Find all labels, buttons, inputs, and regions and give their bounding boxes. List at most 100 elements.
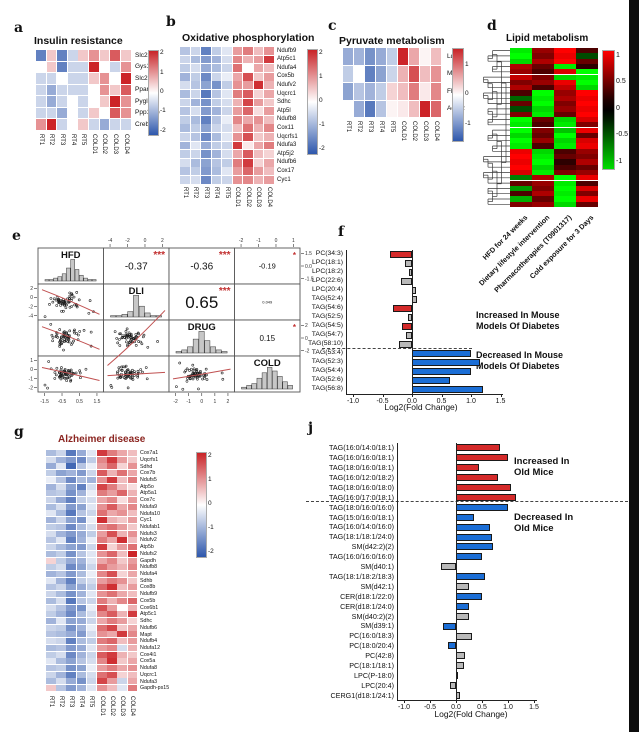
scatter-point bbox=[63, 337, 66, 341]
bar-label: TAG(16:0/14:0/16:0) bbox=[329, 522, 394, 532]
colorbar-tick-label: 0 bbox=[319, 97, 323, 105]
pairs-text: 2 bbox=[305, 323, 308, 329]
histogram-bar bbox=[127, 311, 134, 318]
bar bbox=[456, 612, 469, 620]
heatmap-cell bbox=[46, 631, 56, 638]
scatter-point bbox=[125, 334, 128, 337]
heatmap-cell bbox=[46, 597, 56, 604]
heatmap-cell bbox=[127, 665, 138, 672]
heatmap-cell bbox=[46, 61, 57, 73]
pairs-text: 2 bbox=[161, 238, 164, 244]
heatmap-cell bbox=[232, 158, 243, 167]
heatmap-cell bbox=[56, 671, 66, 678]
pairs-text: -0.37 bbox=[125, 262, 148, 273]
heatmap-row-label: Ndufa4 bbox=[140, 571, 158, 578]
heatmap-cell bbox=[576, 169, 598, 176]
separator-dashed-line bbox=[322, 348, 472, 349]
heatmap-cell bbox=[510, 185, 532, 192]
heatmap-cell bbox=[76, 678, 87, 685]
heatmap-cell bbox=[431, 65, 442, 83]
heatmap-cell bbox=[56, 611, 66, 618]
bar-label: TAG(16:0/16:0/16:0) bbox=[329, 552, 394, 562]
heatmap-cell bbox=[554, 116, 576, 123]
bar-label: PC(18:0/20:4) bbox=[349, 641, 394, 651]
heatmap-row-label: Ndufa4 bbox=[277, 64, 297, 71]
heatmap-cell bbox=[554, 53, 576, 59]
scatter-point bbox=[49, 297, 53, 300]
histogram-bar bbox=[175, 351, 182, 354]
heatmap-cell bbox=[532, 154, 554, 160]
heatmap-cell bbox=[532, 74, 554, 80]
heatmap-cell bbox=[510, 48, 532, 54]
bar bbox=[456, 513, 475, 521]
heatmap-cell bbox=[264, 64, 274, 72]
bar bbox=[456, 503, 508, 511]
heatmap-cell bbox=[117, 544, 127, 551]
heatmap-cell bbox=[127, 483, 138, 490]
heatmap-cell bbox=[107, 591, 117, 598]
heatmap-cell bbox=[510, 132, 532, 139]
heatmap-col-label: COLD3 bbox=[119, 696, 125, 717]
heatmap-col-label: RT5 bbox=[389, 121, 395, 133]
heatmap-cell bbox=[36, 61, 46, 73]
heatmap-cell bbox=[46, 671, 56, 678]
heatmap-row-label: Cox17 bbox=[277, 167, 295, 174]
heatmap-row-label: Ndufv2 bbox=[277, 81, 297, 88]
heatmap-cell bbox=[97, 456, 107, 463]
scatter-point bbox=[191, 372, 194, 375]
heatmap-row-label: Ppara bbox=[135, 86, 153, 94]
bar-label: TAG(54:4) bbox=[311, 367, 343, 375]
heatmap-cell bbox=[211, 55, 222, 64]
heatmap-col-label: COLD2 bbox=[101, 134, 108, 155]
heatmap-row-label: Ndufs5 bbox=[140, 476, 157, 483]
bar-label: TAG(54:6) bbox=[311, 304, 343, 312]
heatmap-cell bbox=[89, 107, 99, 119]
zero-line bbox=[456, 443, 457, 701]
heatmap-cell bbox=[107, 517, 117, 524]
heatmap-cell bbox=[86, 591, 97, 598]
heatmap-cell bbox=[97, 591, 107, 598]
heatmap-col-label: RT1 bbox=[37, 134, 44, 146]
heatmap-cell bbox=[57, 119, 67, 130]
heatmap-cell bbox=[532, 159, 554, 165]
scatter-point bbox=[68, 291, 72, 295]
scatter-point bbox=[134, 344, 138, 347]
heatmap-cell bbox=[243, 98, 253, 107]
pairs-text: *** bbox=[219, 250, 231, 261]
heatmap-row-label: Slc2a4 bbox=[135, 51, 155, 59]
heatmap-cell bbox=[127, 503, 138, 510]
scatter-point bbox=[190, 367, 193, 371]
bar-label: TAG(56:8) bbox=[311, 385, 343, 393]
heatmap-cell bbox=[66, 577, 76, 584]
histogram-bar bbox=[138, 305, 145, 318]
heatmap-cell bbox=[211, 115, 222, 124]
heatmap-cell bbox=[222, 98, 232, 107]
heatmap-cell bbox=[57, 61, 67, 73]
heatmap-cell bbox=[576, 58, 598, 64]
heatmap-cell bbox=[510, 116, 532, 123]
scatter-point bbox=[128, 376, 132, 380]
heatmap-cell bbox=[576, 63, 598, 70]
scatter-point bbox=[73, 303, 76, 307]
heatmap-cell bbox=[127, 463, 138, 470]
heatmap-cell bbox=[97, 550, 107, 557]
scatter-point bbox=[73, 328, 76, 332]
bar bbox=[456, 444, 501, 452]
heatmap-cell bbox=[127, 497, 138, 504]
heatmap-cell bbox=[110, 84, 120, 96]
scatter-point bbox=[63, 330, 66, 334]
heatmap-row-label: Atp5a1 bbox=[140, 490, 157, 497]
heatmap-cell bbox=[46, 618, 56, 625]
heatmap-cell bbox=[232, 115, 243, 124]
colorbar-tick-label: 1 bbox=[465, 60, 469, 68]
heatmap-cell bbox=[107, 658, 117, 665]
f-x-axis-label: Log2(Fold Change) bbox=[384, 402, 458, 412]
panel-letter-j: j bbox=[308, 420, 314, 436]
heatmap-cell bbox=[253, 90, 264, 98]
heatmap-col-label: RT3 bbox=[59, 134, 65, 146]
heatmap-cell bbox=[76, 658, 87, 665]
heatmap-cell bbox=[211, 107, 222, 115]
heatmap-cell bbox=[36, 50, 46, 61]
pairs-text: 0 bbox=[200, 399, 203, 405]
